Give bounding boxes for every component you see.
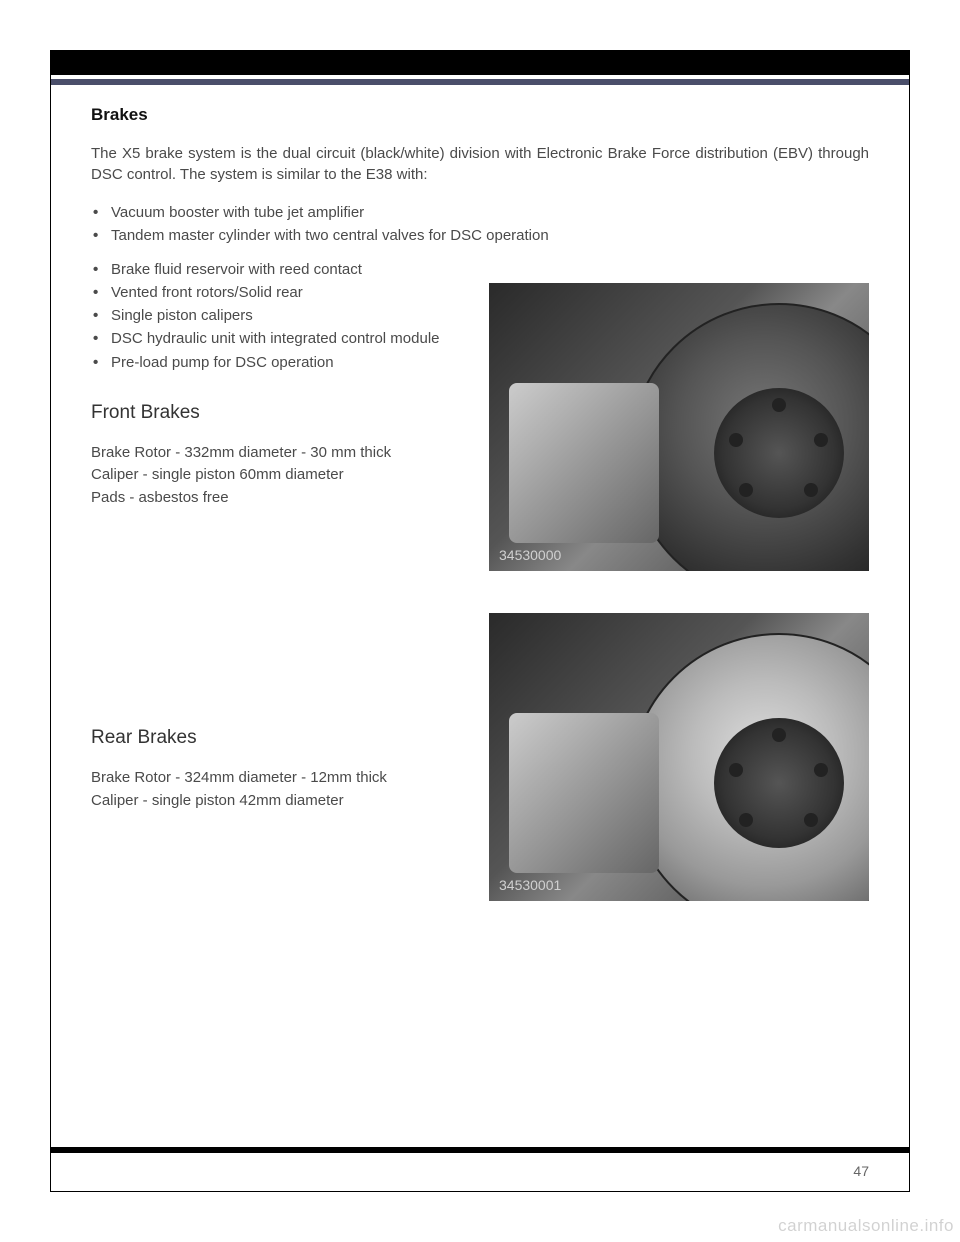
- front-brakes-title: Front Brakes: [91, 402, 521, 424]
- page-number: 47: [853, 1163, 869, 1179]
- front-caliper-spec: Caliper - single piston 60mm diameter: [91, 464, 521, 487]
- bolt-icon: [772, 728, 786, 742]
- rotor-icon: [629, 303, 869, 571]
- page-frame: Brakes The X5 brake system is the dual c…: [50, 50, 910, 1192]
- bolt-icon: [739, 483, 753, 497]
- caliper-icon: [509, 383, 659, 543]
- hub-icon: [714, 388, 844, 518]
- header-black-bar: [51, 51, 909, 75]
- rotor-icon: [629, 633, 869, 901]
- rear-brake-figure: 34530001: [489, 613, 869, 901]
- rear-brakes-title: Rear Brakes: [91, 727, 521, 749]
- list-item: Vacuum booster with tube jet amplifier: [91, 201, 869, 224]
- section-title-brakes: Brakes: [91, 105, 869, 125]
- left-column: Brake fluid reservoir with reed contact …: [91, 258, 521, 813]
- watermark-text: carmanualsonline.info: [778, 1216, 954, 1236]
- bolt-icon: [739, 813, 753, 827]
- page-content: Brakes The X5 brake system is the dual c…: [51, 85, 909, 812]
- list-item: Tandem master cylinder with two central …: [91, 224, 869, 247]
- bullet-list: Vacuum booster with tube jet amplifier T…: [91, 201, 869, 248]
- bolt-icon: [729, 433, 743, 447]
- figure-label: 34530000: [499, 547, 561, 563]
- bolt-icon: [814, 433, 828, 447]
- front-rotor-spec: Brake Rotor - 332mm diameter - 30 mm thi…: [91, 442, 521, 465]
- bolt-icon: [729, 763, 743, 777]
- list-item: Brake fluid reservoir with reed contact: [91, 258, 521, 281]
- list-item: Vented front rotors/Solid rear: [91, 281, 521, 304]
- bolt-icon: [772, 398, 786, 412]
- figure-label: 34530001: [499, 877, 561, 893]
- list-item: DSC hydraulic unit with integrated contr…: [91, 327, 521, 350]
- rear-caliper-spec: Caliper - single piston 42mm diameter: [91, 790, 521, 813]
- front-brake-figure: 34530000: [489, 283, 869, 571]
- front-pads-spec: Pads - asbestos free: [91, 487, 521, 510]
- footer-black-rule: [51, 1147, 909, 1153]
- list-item: Single piston calipers: [91, 304, 521, 327]
- figures-container: 34530000 34530001: [489, 283, 869, 903]
- bolt-icon: [804, 813, 818, 827]
- bolt-icon: [814, 763, 828, 777]
- rear-rotor-spec: Brake Rotor - 324mm diameter - 12mm thic…: [91, 767, 521, 790]
- bolt-icon: [804, 483, 818, 497]
- intro-paragraph: The X5 brake system is the dual circuit …: [91, 143, 869, 185]
- list-item: Pre-load pump for DSC operation: [91, 351, 521, 374]
- caliper-icon: [509, 713, 659, 873]
- hub-icon: [714, 718, 844, 848]
- bullet-list-cont: Brake fluid reservoir with reed contact …: [91, 258, 521, 374]
